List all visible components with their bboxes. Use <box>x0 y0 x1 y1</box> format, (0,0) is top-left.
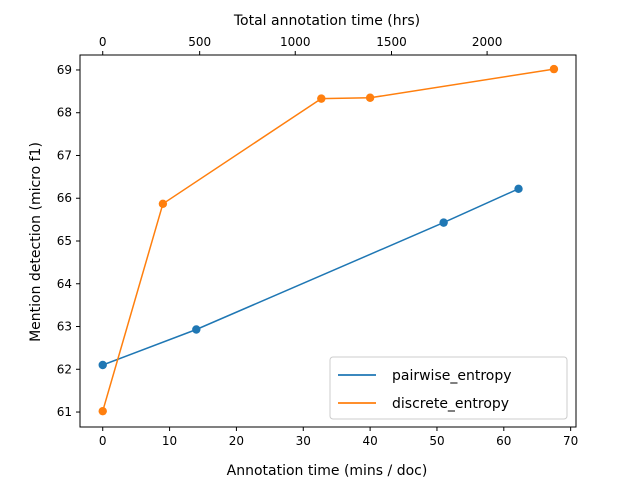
top-tick-label: 500 <box>188 35 211 49</box>
x-tick-label: 30 <box>296 434 311 448</box>
data-point <box>317 94 326 103</box>
y-axis-title: Mention detection (micro f1) <box>28 142 44 342</box>
series-discrete_entropy <box>98 64 559 416</box>
series-line <box>102 188 519 366</box>
legend-label: discrete_entropy <box>392 396 509 412</box>
x-tick-label: 10 <box>162 434 177 448</box>
data-point <box>365 93 375 102</box>
y-tick-label: 63 <box>57 320 72 334</box>
x-tick-label: 0 <box>99 434 107 448</box>
legend-box <box>329 356 568 420</box>
top-tick-label: 1500 <box>376 35 407 49</box>
y-tick-label: 65 <box>57 234 72 248</box>
top-axis: 0 500 1000 1500 2000 <box>99 35 502 55</box>
data-point <box>549 64 559 74</box>
top-tick-label: 0 <box>99 35 107 49</box>
x-tick-label: 50 <box>429 434 444 448</box>
legend-label: pairwise_entropy <box>392 368 512 384</box>
data-point <box>98 406 107 416</box>
left-axis: 61 62 63 64 65 66 67 68 69 <box>57 63 80 419</box>
x-axis-title: Annotation time (mins / doc) <box>227 463 428 479</box>
y-tick-label: 67 <box>57 148 72 162</box>
legend: pairwise_entropy discrete_entropy <box>329 356 568 420</box>
bottom-axis: 0 10 20 30 40 50 60 70 <box>99 427 578 448</box>
top-tick-label: 1000 <box>280 35 311 49</box>
y-tick-label: 69 <box>57 63 72 77</box>
data-point <box>158 199 168 208</box>
top-axis-title: Total annotation time (hrs) <box>233 13 420 29</box>
x-tick-label: 40 <box>362 434 377 448</box>
y-tick-label: 62 <box>57 362 72 376</box>
y-tick-label: 64 <box>57 277 72 291</box>
data-point <box>439 218 448 227</box>
y-tick-label: 61 <box>57 405 72 419</box>
data-point <box>192 325 201 334</box>
data-point <box>514 184 523 194</box>
series-layer <box>98 64 559 416</box>
y-tick-label: 66 <box>57 191 72 205</box>
series-pairwise_entropy <box>98 184 523 370</box>
x-tick-label: 20 <box>229 434 244 448</box>
y-tick-label: 68 <box>57 106 72 120</box>
x-tick-label: 70 <box>563 434 578 448</box>
data-point <box>98 360 107 370</box>
top-tick-label: 2000 <box>472 35 503 49</box>
x-tick-label: 60 <box>496 434 511 448</box>
